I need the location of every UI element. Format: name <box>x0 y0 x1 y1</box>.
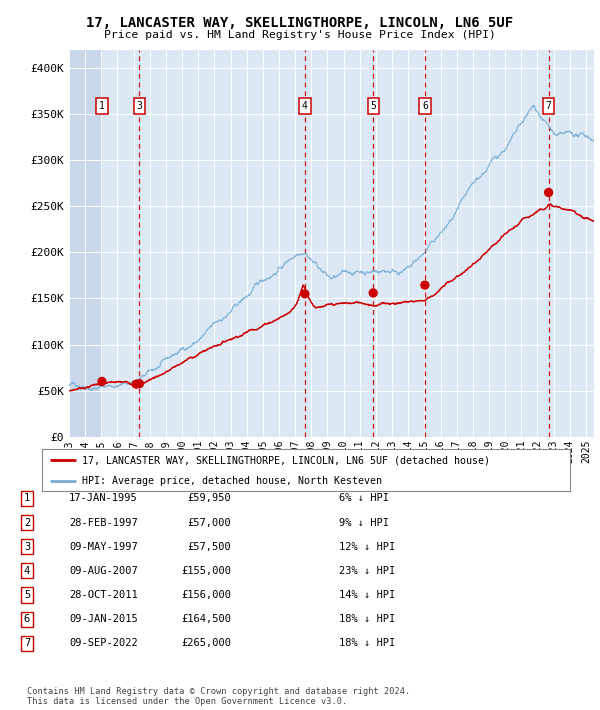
Text: 3: 3 <box>136 101 142 111</box>
Point <box>134 378 144 389</box>
Bar <box>69 50 102 437</box>
Point <box>368 288 378 299</box>
Text: 09-AUG-2007: 09-AUG-2007 <box>69 566 138 576</box>
Text: 12% ↓ HPI: 12% ↓ HPI <box>339 542 395 552</box>
Text: 23% ↓ HPI: 23% ↓ HPI <box>339 566 395 576</box>
Text: 7: 7 <box>24 638 30 648</box>
Text: 6: 6 <box>422 101 428 111</box>
Text: 5: 5 <box>24 590 30 600</box>
Text: 2: 2 <box>24 518 30 528</box>
Text: £155,000: £155,000 <box>181 566 231 576</box>
Text: 3: 3 <box>24 542 30 552</box>
Text: £265,000: £265,000 <box>181 638 231 648</box>
Text: Price paid vs. HM Land Registry's House Price Index (HPI): Price paid vs. HM Land Registry's House … <box>104 30 496 40</box>
Text: 18% ↓ HPI: 18% ↓ HPI <box>339 614 395 624</box>
Point <box>131 378 141 390</box>
Text: 5: 5 <box>370 101 376 111</box>
Text: HPI: Average price, detached house, North Kesteven: HPI: Average price, detached house, Nort… <box>82 476 382 486</box>
Text: £57,000: £57,000 <box>187 518 231 528</box>
Text: 09-JAN-2015: 09-JAN-2015 <box>69 614 138 624</box>
Text: 17, LANCASTER WAY, SKELLINGTHORPE, LINCOLN, LN6 5UF (detached house): 17, LANCASTER WAY, SKELLINGTHORPE, LINCO… <box>82 455 490 465</box>
Text: 17-JAN-1995: 17-JAN-1995 <box>69 493 138 503</box>
Text: £57,500: £57,500 <box>187 542 231 552</box>
Point <box>300 288 310 300</box>
Text: 9% ↓ HPI: 9% ↓ HPI <box>339 518 389 528</box>
Point <box>97 376 107 387</box>
Text: 28-OCT-2011: 28-OCT-2011 <box>69 590 138 600</box>
Text: 6: 6 <box>24 614 30 624</box>
Text: £59,950: £59,950 <box>187 493 231 503</box>
Text: 14% ↓ HPI: 14% ↓ HPI <box>339 590 395 600</box>
Point <box>544 187 553 198</box>
Text: 09-MAY-1997: 09-MAY-1997 <box>69 542 138 552</box>
Point <box>420 280 430 291</box>
Text: 28-FEB-1997: 28-FEB-1997 <box>69 518 138 528</box>
Text: 7: 7 <box>545 101 551 111</box>
Text: 6% ↓ HPI: 6% ↓ HPI <box>339 493 389 503</box>
Text: 18% ↓ HPI: 18% ↓ HPI <box>339 638 395 648</box>
Text: 09-SEP-2022: 09-SEP-2022 <box>69 638 138 648</box>
Text: 17, LANCASTER WAY, SKELLINGTHORPE, LINCOLN, LN6 5UF: 17, LANCASTER WAY, SKELLINGTHORPE, LINCO… <box>86 16 514 30</box>
Text: Contains HM Land Registry data © Crown copyright and database right 2024.
This d: Contains HM Land Registry data © Crown c… <box>27 687 410 706</box>
Text: 1: 1 <box>24 493 30 503</box>
Text: 4: 4 <box>302 101 308 111</box>
Text: 1: 1 <box>99 101 105 111</box>
Text: 4: 4 <box>24 566 30 576</box>
Text: £156,000: £156,000 <box>181 590 231 600</box>
Text: £164,500: £164,500 <box>181 614 231 624</box>
